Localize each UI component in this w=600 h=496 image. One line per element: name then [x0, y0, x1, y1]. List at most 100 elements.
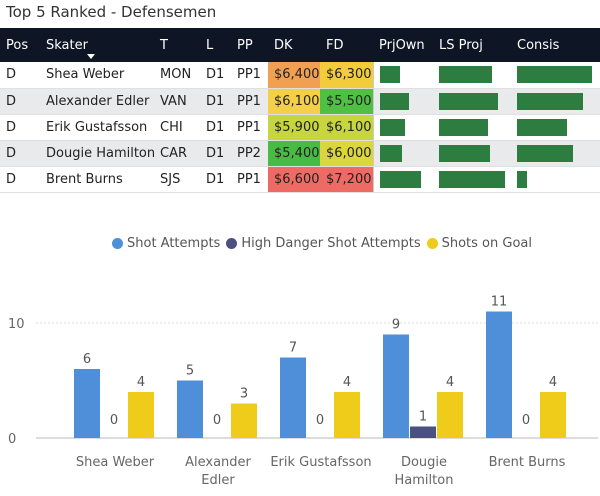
x-category-label: Alexander	[185, 455, 251, 470]
cell-line: D1	[200, 166, 231, 193]
col-header-team[interactable]: T	[154, 28, 200, 62]
cell-lsproj-bar	[433, 62, 511, 89]
cell-fd-salary: $6,100	[320, 114, 373, 141]
bar-shot-attempts[interactable]	[383, 334, 409, 439]
cell-consis-bar	[511, 166, 600, 193]
cell-fd-salary: $7,200	[320, 166, 373, 193]
cell-skater: Shea Weber	[40, 62, 154, 89]
data-label: 6	[83, 352, 91, 367]
cell-prjown-bar-fill	[379, 144, 402, 162]
x-category-label: Brent Burns	[489, 455, 566, 470]
cell-fd-salary: $6,300	[320, 62, 373, 89]
y-tick-label: 10	[8, 317, 25, 332]
cell-pos: D	[0, 62, 40, 89]
cell-lsproj-bar-fill	[439, 66, 493, 84]
cell-prjown-bar	[372, 114, 433, 141]
data-label: 0	[213, 413, 221, 428]
table-row[interactable]: D Erik Gustafsson CHI D1 PP1 $5,900 $6,100	[0, 114, 600, 141]
cell-skater: Brent Burns	[40, 166, 154, 193]
data-label: 3	[240, 387, 248, 402]
cell-lsproj-bar	[433, 114, 511, 141]
page-title: Top 5 Ranked - Defensemen	[6, 3, 217, 21]
sort-desc-icon[interactable]	[87, 54, 95, 59]
cell-prjown-bar	[372, 140, 433, 167]
legend-item-shots-on-goal[interactable]: Shots on Goal	[426, 236, 532, 251]
table-row[interactable]: D Dougie Hamilton CAR D1 PP2 $5,400 $6,000	[0, 140, 600, 167]
cell-lsproj-bar	[433, 166, 511, 193]
cell-dk-salary: $5,900	[268, 114, 320, 141]
col-header-skater[interactable]: Skater	[40, 28, 154, 62]
cell-line: D1	[200, 62, 231, 89]
col-header-prjown[interactable]: PrjOwn	[373, 28, 433, 62]
legend-dot-shot-attempts	[112, 238, 123, 249]
bar-shot-attempts[interactable]	[74, 369, 100, 438]
data-label: 9	[392, 318, 400, 333]
bar-shot-attempts[interactable]	[177, 380, 203, 439]
cell-team: SJS	[154, 166, 200, 193]
bar-shot-attempts[interactable]	[280, 357, 306, 439]
cell-lsproj-bar	[433, 88, 511, 115]
cell-pp: PP1	[231, 114, 268, 141]
col-header-lsproj[interactable]: LS Proj	[433, 28, 511, 62]
cell-prjown-bar	[372, 88, 433, 115]
cell-pp: PP2	[231, 140, 268, 167]
legend-label-shot-attempts: Shot Attempts	[127, 236, 221, 251]
table-row[interactable]: D Alexander Edler VAN D1 PP1 $6,100 $5,500	[0, 88, 600, 115]
chart-legend: Shot Attempts High Danger Shot Attempts …	[112, 236, 538, 251]
cell-dk-salary: $5,400	[268, 140, 320, 167]
bar-shot-attempts[interactable]	[486, 311, 512, 439]
col-header-consis[interactable]: Consis	[511, 28, 600, 62]
bar-shots-on-goal[interactable]	[231, 403, 257, 439]
bar-shots-on-goal[interactable]	[540, 392, 566, 438]
cell-prjown-bar-fill	[379, 170, 422, 188]
legend-label-shots-on-goal: Shots on Goal	[441, 236, 532, 251]
cell-pos: D	[0, 166, 40, 193]
data-label: 5	[186, 364, 194, 379]
data-label: 4	[549, 375, 557, 390]
y-tick-label: 0	[8, 432, 16, 447]
data-label: 0	[316, 413, 324, 428]
cell-prjown-bar-fill	[379, 92, 409, 110]
legend-item-shot-attempts[interactable]: Shot Attempts	[112, 236, 220, 251]
bar-shots-on-goal[interactable]	[334, 392, 360, 438]
cell-prjown-bar-fill	[379, 118, 406, 136]
table-row[interactable]: D Brent Burns SJS D1 PP1 $6,600 $7,200	[0, 166, 600, 193]
x-category-label: Edler	[201, 473, 235, 488]
col-header-pos[interactable]: Pos	[0, 28, 40, 62]
data-label: 11	[491, 295, 508, 310]
cell-dk-salary: $6,600	[268, 166, 320, 193]
cell-consis-bar-fill	[517, 118, 567, 136]
bar-shots-on-goal[interactable]	[437, 392, 463, 438]
cell-lsproj-bar-fill	[439, 170, 505, 188]
cell-pos: D	[0, 88, 40, 115]
table-body: D Shea Weber MON D1 PP1 $6,400 $6,300 D Alexande…	[0, 62, 600, 193]
x-category-label: Erik Gustafsson	[270, 455, 371, 470]
bar-shots-on-goal[interactable]	[128, 392, 154, 438]
bar-high-danger-shot-attempts[interactable]	[410, 426, 436, 439]
legend-item-high-danger[interactable]: High Danger Shot Attempts	[226, 236, 421, 251]
legend-label-high-danger: High Danger Shot Attempts	[241, 236, 421, 251]
cell-prjown-bar-fill	[379, 66, 400, 84]
cell-pos: D	[0, 114, 40, 141]
cell-consis-bar-fill	[517, 144, 574, 162]
cell-consis-bar	[511, 114, 600, 141]
cell-pp: PP1	[231, 88, 268, 115]
col-header-fd[interactable]: FD	[320, 28, 373, 62]
col-header-pp[interactable]: PP	[231, 28, 268, 62]
col-header-dk[interactable]: DK	[268, 28, 320, 62]
table-header-row: Pos Skater T L PP DK FD PrjOwn LS Proj C…	[0, 28, 600, 62]
cell-consis-bar-fill	[517, 170, 527, 188]
cell-lsproj-bar	[433, 140, 511, 167]
col-header-line[interactable]: L	[200, 28, 231, 62]
table-row[interactable]: D Shea Weber MON D1 PP1 $6,400 $6,300	[0, 62, 600, 89]
cell-consis-bar-fill	[517, 66, 592, 84]
cell-team: MON	[154, 62, 200, 89]
cell-prjown-bar	[372, 166, 433, 193]
cell-pp: PP1	[231, 166, 268, 193]
cell-fd-salary: $5,500	[320, 88, 373, 115]
cell-dk-salary: $6,100	[268, 88, 320, 115]
data-label: 4	[343, 375, 351, 390]
cell-team: CAR	[154, 140, 200, 167]
x-category-label: Shea Weber	[76, 455, 155, 470]
